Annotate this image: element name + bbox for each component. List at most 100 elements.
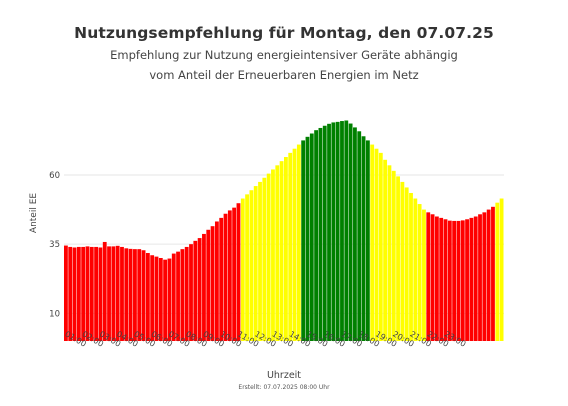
bar [426,212,431,341]
bar [253,186,258,341]
bar [85,246,90,341]
bar [214,221,219,341]
bar [447,220,452,341]
chart-subtitle-line-1: Empfehlung zur Nutzung energieintensiver… [110,48,458,62]
bar [223,213,228,341]
bar [396,176,400,341]
bar [245,194,249,341]
bar [460,220,465,341]
y-tick-label: 10 [49,309,60,319]
bar [141,250,146,341]
bar [495,202,500,341]
bar [344,120,349,341]
bar [387,165,392,341]
bar [353,127,357,341]
bar [413,198,418,341]
bar [176,251,180,341]
bar [266,173,271,341]
y-axis-label: Anteil EE [29,193,39,233]
created-timestamp: Erstellt: 07.07.2025 08:00 Uhr [238,384,330,391]
bar [64,245,68,341]
bar [456,220,461,341]
y-tick-label: 35 [49,240,60,250]
bar [292,148,297,341]
bar [434,216,439,341]
bar [378,152,383,341]
bar [98,247,103,341]
bar [124,248,129,341]
bar [154,256,159,341]
bar [491,206,495,341]
bar [443,219,448,341]
bar [94,246,99,341]
bar [180,249,185,341]
bar [258,181,262,341]
bar [227,210,232,341]
bar [478,214,482,341]
bar [150,255,155,341]
bar [309,133,314,341]
bar [322,125,327,342]
bar [171,253,176,341]
bar [469,217,474,341]
bar [417,204,422,341]
x-axis-label: Uhrzeit [267,370,301,381]
bar [232,207,237,341]
bar [331,122,336,341]
bar [197,238,202,341]
bar [365,140,370,341]
bar [193,240,198,341]
bar [202,233,206,341]
bar [249,190,254,341]
chart-title: Nutzungsempfehlung für Montag, den 07.07… [74,24,494,42]
bar [206,229,211,341]
chart-subtitle-line-2: vom Anteil der Erneuerbaren Energien im … [149,68,419,82]
bar [439,217,444,341]
bar [422,209,426,341]
bar [348,123,353,341]
bar [72,247,77,341]
bar [465,219,469,341]
bar [210,226,215,341]
bar [102,241,107,341]
bar [284,157,288,341]
bar [370,144,375,341]
bar [486,209,491,341]
bar [301,140,306,341]
bar [271,169,275,341]
bar [133,249,137,341]
bar [400,181,405,341]
bar [68,246,73,341]
bar [145,253,150,341]
bar [279,161,284,341]
y-tick-label: 60 [49,171,60,181]
bar [111,246,116,341]
bar [361,136,366,341]
bar [184,246,189,341]
bar [473,216,478,341]
bar [236,203,241,341]
bar [89,246,94,341]
bar [240,198,245,341]
bar [430,214,435,341]
bar [288,152,293,341]
bar [107,246,111,341]
bar [314,130,319,341]
bar [219,217,224,341]
bar [452,220,457,341]
bar [262,177,267,341]
bar [482,212,487,341]
bar [499,198,504,341]
bar [305,136,310,341]
bar [76,246,81,341]
bar [340,121,344,341]
bar [128,248,133,341]
bar [335,121,340,341]
bar [318,127,323,341]
bar [383,159,388,341]
bar [120,246,124,341]
bar [167,258,172,341]
bar [115,245,120,341]
